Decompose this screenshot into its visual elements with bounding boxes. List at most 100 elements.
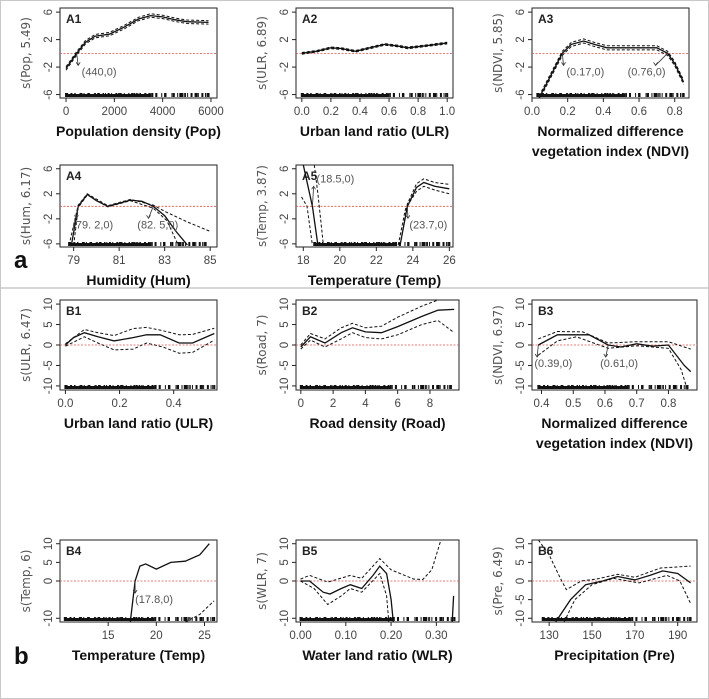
zero-crossing-annotation: (82. 5,0) (137, 206, 178, 231)
curves (537, 540, 692, 622)
arrow-icon (655, 53, 668, 66)
rug-dense (301, 94, 390, 97)
panel-label: B6 (538, 544, 554, 558)
y-tick-label: -6 (279, 239, 291, 249)
panel-label: B5 (302, 544, 318, 558)
x-tick-label: 4 (362, 398, 369, 410)
y-tick-label: -10 (279, 378, 291, 395)
x-tick-label: 130 (540, 630, 559, 642)
arrowhead-icon (561, 62, 566, 67)
zero-crossing-annotation: (0.76,0) (628, 53, 668, 78)
y-tick-label: -5 (515, 360, 527, 370)
y-tick-label: 0 (515, 578, 527, 584)
annotation-label: (17.8,0) (135, 594, 173, 606)
rug-dense (314, 243, 396, 246)
rug-dense (69, 243, 152, 246)
zero-crossing-annotation: (17.8,0) (132, 581, 173, 606)
x-tick-label: 6 (394, 398, 400, 410)
smooth-fit-line (301, 42, 448, 54)
x-tick-label: 81 (113, 255, 126, 267)
rug-dense (66, 94, 152, 97)
x-tick-label: 0.2 (112, 398, 128, 410)
rug-dense (64, 618, 155, 621)
arrow-icon (406, 206, 409, 219)
x-axis-label: Humidity (Hum) (86, 272, 190, 288)
x-tick-label: 6000 (198, 106, 224, 118)
x-tick-label: 83 (158, 255, 171, 267)
x-tick-label: 18 (297, 255, 310, 267)
arrow-icon (148, 206, 154, 219)
x-tick-label: 2 (330, 398, 336, 410)
panel-a5: 18 20 22 24 26 6 2 -2 -6 s(Temp, 3.87) Temperature… (255, 164, 456, 288)
panel-label: A1 (66, 12, 82, 26)
panel-label: B3 (538, 304, 554, 318)
lower-confidence-line (65, 16, 209, 71)
rug-dense (542, 618, 632, 621)
rug-plot (64, 385, 216, 389)
upper-confidence-line (538, 38, 685, 97)
y-tick-label: -5 (515, 595, 527, 605)
x-tick-label: 0.6 (381, 106, 397, 118)
y-axis-label: s(Hum, 6.17) (19, 167, 33, 245)
annotation-label: (18.5,0) (316, 173, 354, 185)
arrowhead-icon (75, 62, 81, 67)
y-tick-label: 5 (515, 321, 527, 327)
x-axis-label: vegetation index (NDVI) (536, 435, 693, 451)
zero-crossing-annotation: (0.39,0) (534, 344, 572, 370)
y-tick-label: 0 (43, 342, 55, 348)
x-tick-label: 0.7 (629, 398, 645, 410)
arrow-icon (76, 206, 79, 219)
y-tick-label: 10 (43, 298, 55, 311)
x-tick-label: 0.0 (57, 398, 73, 410)
rug-dense (538, 386, 628, 389)
zero-crossing-annotation: (23.7,0) (405, 206, 447, 231)
y-tick-label: -2 (279, 214, 291, 224)
panel-b3: 0.4 0.5 0.6 0.7 0.8 10 5 0 -5 -10 s(NDVI, 6.97) Nor… (491, 298, 698, 451)
y-tick-label: -2 (43, 62, 55, 72)
y-tick-label: 0 (43, 578, 55, 584)
x-tick-label: 0.6 (631, 106, 647, 118)
panel-b6: 130 150 170 190 10 5 0 -5 -10 s(Pre, 6.49) Precipi… (491, 537, 698, 663)
smooth-fit-line (70, 193, 188, 246)
y-axis-label: s(ULR, 6.47) (19, 308, 33, 382)
y-axis-label: s(NDVI, 6.97) (491, 305, 505, 385)
smooth-fit-line (64, 332, 215, 346)
curves (538, 38, 685, 98)
rug-plot (537, 385, 689, 389)
y-tick-label: -10 (43, 378, 55, 395)
x-tick-label: 0.5 (565, 398, 581, 410)
annotation-label: (0.61,0) (600, 358, 638, 370)
y-tick-label: -10 (515, 610, 527, 627)
smooth-fit-line (129, 543, 210, 622)
x-tick-label: 0.4 (166, 398, 183, 410)
panel-label: B2 (302, 304, 318, 318)
x-tick-label: 0.0 (524, 106, 540, 118)
x-tick-label: 0 (298, 398, 304, 410)
y-tick-label: 0 (279, 578, 291, 584)
arrowhead-icon (146, 215, 151, 220)
panel-label: A2 (302, 12, 318, 26)
x-tick-label: 170 (625, 630, 644, 642)
y-tick-label: 5 (515, 559, 527, 565)
x-tick-label: 1.0 (439, 106, 455, 118)
x-tick-label: 24 (406, 255, 419, 267)
y-tick-label: -6 (515, 89, 527, 99)
upper-confidence-line (65, 326, 215, 345)
y-tick-label: 10 (515, 298, 527, 311)
y-tick-label: 6 (515, 9, 527, 15)
curves (301, 41, 448, 55)
x-tick-label: 0.6 (597, 398, 613, 410)
x-tick-label: 26 (443, 255, 456, 267)
section-label-a: a (14, 247, 28, 274)
annotation-label: (79. 2,0) (72, 219, 113, 231)
y-tick-label: 0 (515, 342, 527, 348)
rug-plot (299, 617, 456, 621)
arrowhead-icon (74, 215, 79, 220)
x-axis-label: Urban land ratio (ULR) (300, 123, 449, 139)
annotation-label: (23.7,0) (409, 219, 447, 231)
x-tick-label: 22 (370, 255, 383, 267)
y-tick-label: -10 (515, 378, 527, 395)
rug-plot (536, 93, 685, 97)
rug-plot (68, 242, 207, 246)
panel-label: A3 (538, 12, 554, 26)
